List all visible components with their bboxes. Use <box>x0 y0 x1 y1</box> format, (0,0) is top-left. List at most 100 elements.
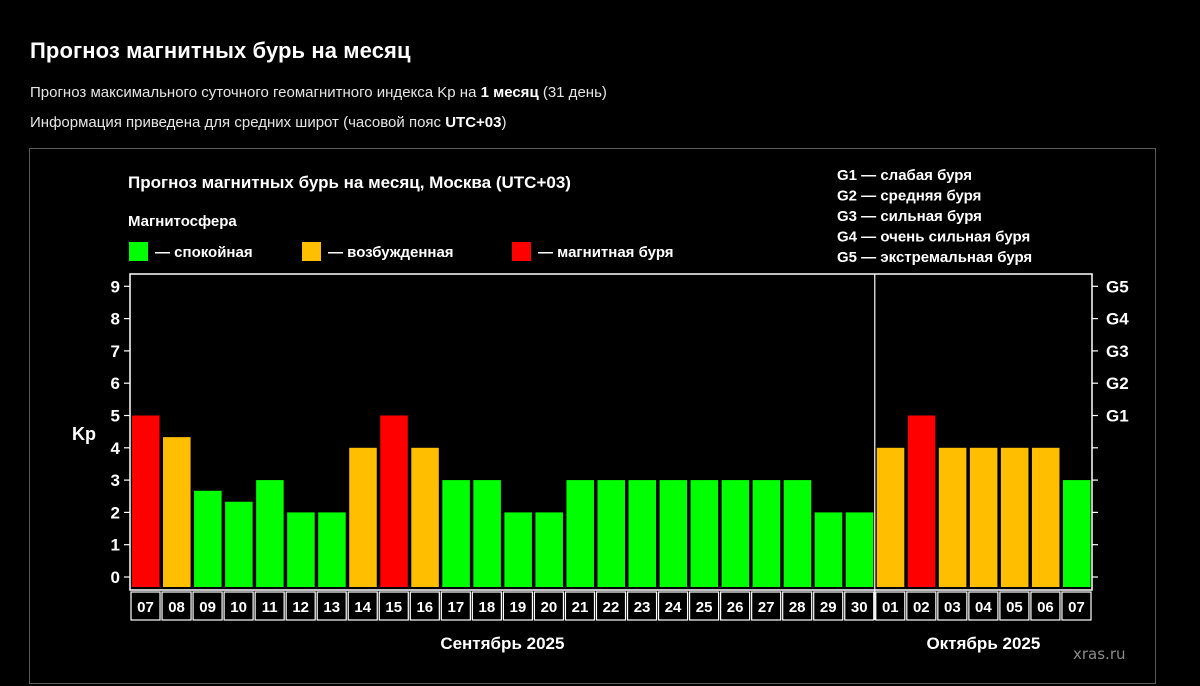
x-tick-label-18: 25 <box>696 599 713 616</box>
bar-07-0 <box>132 415 160 587</box>
x-tick-label-22: 29 <box>820 599 837 616</box>
x-tick-label-3: 10 <box>230 599 247 616</box>
chart-title: Прогноз магнитных бурь на месяц, Москва … <box>128 173 571 192</box>
x-tick-label-0: 07 <box>137 599 154 616</box>
x-tick-label-15: 22 <box>603 599 620 616</box>
y-tick-label-9: 9 <box>111 277 120 296</box>
y-tick-label-8: 8 <box>111 310 120 329</box>
g-scale-item-2: G2 — средняя буря <box>837 188 981 205</box>
x-tick-box-15 <box>595 591 627 621</box>
g-scale-item-1: G1 — слабая буря <box>837 167 972 184</box>
y-tick-label-4: 4 <box>111 439 121 458</box>
bar-09-2 <box>194 490 222 587</box>
x-tick-box-4 <box>254 591 285 621</box>
bar-16-9 <box>411 447 439 587</box>
subtitle-timezone: Информация приведена для средних широт (… <box>30 114 506 131</box>
y-axis-label: Kp <box>72 424 96 444</box>
subtitle1-prefix: Прогноз максимального суточного геомагни… <box>30 84 481 101</box>
x-tick-box-5 <box>285 591 316 621</box>
bar-15-8 <box>380 415 408 587</box>
x-tick-label-9: 16 <box>416 599 433 616</box>
bar-20-13 <box>535 512 563 587</box>
x-tick-label-7: 14 <box>354 599 371 616</box>
x-tick-box-27 <box>968 591 999 621</box>
subtitle-forecast-period: Прогноз максимального суточного геомагни… <box>30 84 607 101</box>
month-label-0: Сентябрь 2025 <box>440 634 564 653</box>
x-tick-label-25: 02 <box>913 599 930 616</box>
x-tick-label-30: 07 <box>1068 599 1085 616</box>
x-tick-label-20: 27 <box>758 599 775 616</box>
legend-swatch-calm <box>129 242 148 261</box>
x-tick-box-26 <box>937 591 968 621</box>
x-tick-label-17: 24 <box>665 599 682 616</box>
x-tick-box-17 <box>657 591 689 621</box>
subtitle2-prefix: Информация приведена для средних широт (… <box>30 114 446 131</box>
x-tick-box-24 <box>875 591 906 621</box>
legend-label-calm: — спокойная <box>155 244 253 261</box>
bar-14-7 <box>349 447 377 587</box>
month-label-1: Октябрь 2025 <box>926 634 1040 653</box>
x-tick-box-9 <box>409 591 440 621</box>
x-tick-label-21: 28 <box>789 599 806 616</box>
x-tick-label-19: 26 <box>727 599 744 616</box>
bar-07-30 <box>1062 480 1091 587</box>
right-tick-label-g1: G1 <box>1106 407 1129 426</box>
x-tick-box-6 <box>316 591 347 621</box>
x-tick-box-3 <box>223 591 254 621</box>
bar-13-6 <box>318 512 346 587</box>
right-tick-label-g2: G2 <box>1106 374 1129 393</box>
y-tick-label-1: 1 <box>111 536 120 555</box>
x-tick-label-27: 04 <box>975 599 992 616</box>
legend-label-storm: — магнитная буря <box>538 244 674 261</box>
bar-28-21 <box>783 480 812 587</box>
x-tick-box-0 <box>130 591 161 621</box>
x-tick-box-30 <box>1061 591 1092 621</box>
bar-19-12 <box>504 512 532 587</box>
watermark: xras.ru <box>1073 645 1126 663</box>
x-tick-label-26: 03 <box>944 599 961 616</box>
y-tick-label-5: 5 <box>111 407 120 426</box>
bar-10-3 <box>225 501 253 587</box>
legend-title: Магнитосфера <box>128 213 237 230</box>
g-scale-item-4: G4 — очень сильная буря <box>837 229 1030 246</box>
x-tick-box-18 <box>688 591 720 621</box>
bar-08-1 <box>163 437 191 587</box>
bar-11-4 <box>256 480 284 587</box>
y-tick-label-7: 7 <box>111 342 120 361</box>
bar-03-26 <box>938 447 967 587</box>
bar-17-10 <box>442 480 470 587</box>
x-tick-box-21 <box>782 591 813 621</box>
bar-04-27 <box>969 447 998 587</box>
x-tick-label-6: 13 <box>323 599 340 616</box>
x-tick-label-14: 21 <box>572 599 589 616</box>
x-tick-label-8: 15 <box>385 599 402 616</box>
subtitle1-suffix: (31 день) <box>538 84 607 101</box>
x-tick-label-2: 09 <box>199 599 216 616</box>
x-tick-box-7 <box>347 591 378 621</box>
y-tick-label-6: 6 <box>111 374 120 393</box>
bar-30-23 <box>845 512 874 587</box>
legend-label-excited: — возбужденная <box>328 244 454 261</box>
g-scale-item-5: G5 — экстремальная буря <box>837 249 1032 266</box>
x-tick-label-13: 20 <box>541 599 558 616</box>
x-tick-box-20 <box>751 591 782 621</box>
x-tick-box-11 <box>471 591 502 621</box>
x-tick-label-16: 23 <box>634 599 651 616</box>
x-tick-box-29 <box>1030 591 1061 621</box>
x-tick-box-14 <box>564 591 596 621</box>
x-tick-box-12 <box>502 591 534 621</box>
x-tick-box-25 <box>906 591 937 621</box>
bar-27-20 <box>752 480 781 587</box>
x-tick-label-24: 01 <box>882 599 899 616</box>
chart-panel <box>29 148 1156 684</box>
x-tick-box-23 <box>844 591 875 621</box>
x-tick-label-29: 06 <box>1037 599 1054 616</box>
page-title: Прогноз магнитных бурь на месяц <box>30 38 411 63</box>
g-scale-item-3: G3 — сильная буря <box>837 208 982 225</box>
legend-swatch-storm <box>512 242 531 261</box>
right-tick-label-g4: G4 <box>1106 310 1129 329</box>
x-tick-box-16 <box>626 591 658 621</box>
bar-25-18 <box>690 480 719 587</box>
y-tick-label-0: 0 <box>111 568 120 587</box>
